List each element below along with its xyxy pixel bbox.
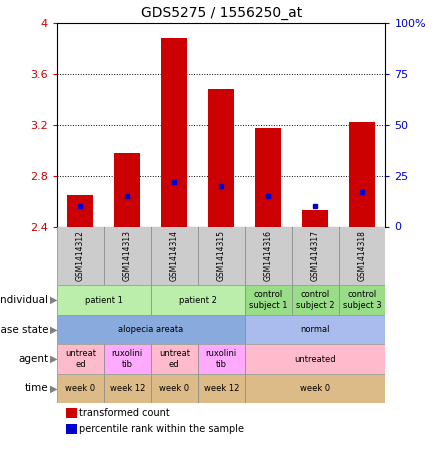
Bar — [198, 344, 245, 374]
Text: untreat
ed: untreat ed — [65, 349, 96, 369]
Text: ruxolini
tib: ruxolini tib — [112, 349, 143, 369]
Text: week 0: week 0 — [300, 384, 330, 393]
Bar — [57, 374, 104, 403]
Bar — [198, 226, 245, 285]
Text: control
subject 1: control subject 1 — [249, 290, 287, 310]
Text: GSM1414313: GSM1414313 — [123, 231, 132, 281]
Bar — [57, 226, 104, 285]
Text: alopecia areata: alopecia areata — [118, 325, 184, 334]
Text: ▶: ▶ — [50, 295, 58, 305]
Bar — [104, 344, 151, 374]
Bar — [104, 226, 151, 285]
Text: ▶: ▶ — [50, 383, 58, 394]
Bar — [208, 89, 234, 226]
Text: GSM1414318: GSM1414318 — [357, 231, 367, 281]
Text: agent: agent — [18, 354, 48, 364]
Text: GSM1414315: GSM1414315 — [217, 231, 226, 281]
Bar — [245, 226, 292, 285]
Text: ruxolini
tib: ruxolini tib — [205, 349, 237, 369]
Text: week 12: week 12 — [204, 384, 239, 393]
Text: week 12: week 12 — [110, 384, 145, 393]
Bar — [161, 38, 187, 226]
Bar — [339, 226, 385, 285]
Text: control
subject 3: control subject 3 — [343, 290, 381, 310]
Bar — [57, 315, 245, 344]
Text: week 0: week 0 — [65, 384, 95, 393]
Bar — [245, 374, 385, 403]
Bar — [104, 374, 151, 403]
Bar — [339, 285, 385, 315]
Text: patient 1: patient 1 — [85, 296, 123, 304]
Bar — [292, 285, 339, 315]
Bar — [349, 122, 375, 226]
Bar — [57, 285, 151, 315]
Bar — [114, 153, 140, 226]
Title: GDS5275 / 1556250_at: GDS5275 / 1556250_at — [141, 6, 302, 20]
Bar — [57, 344, 104, 374]
Bar — [198, 374, 245, 403]
Bar — [151, 344, 198, 374]
Text: percentile rank within the sample: percentile rank within the sample — [79, 424, 244, 434]
Text: time: time — [25, 383, 48, 394]
Text: normal: normal — [300, 325, 330, 334]
Text: control
subject 2: control subject 2 — [296, 290, 334, 310]
Text: GSM1414314: GSM1414314 — [170, 231, 179, 281]
Bar — [151, 226, 198, 285]
Bar — [67, 195, 93, 226]
Bar — [245, 315, 385, 344]
Text: patient 2: patient 2 — [179, 296, 217, 304]
Text: week 0: week 0 — [159, 384, 189, 393]
Text: GSM1414317: GSM1414317 — [311, 231, 320, 281]
Text: ▶: ▶ — [50, 354, 58, 364]
Text: disease state: disease state — [0, 324, 48, 335]
Text: transformed count: transformed count — [79, 408, 170, 418]
Text: GSM1414316: GSM1414316 — [264, 231, 272, 281]
Bar — [245, 344, 385, 374]
Text: untreated: untreated — [294, 355, 336, 363]
Text: untreat
ed: untreat ed — [159, 349, 190, 369]
Text: ▶: ▶ — [50, 324, 58, 335]
Text: GSM1414312: GSM1414312 — [76, 231, 85, 281]
Bar — [302, 210, 328, 226]
Bar — [151, 285, 245, 315]
Bar — [245, 285, 292, 315]
Bar — [151, 374, 198, 403]
Text: individual: individual — [0, 295, 48, 305]
Bar — [255, 128, 281, 226]
Bar — [292, 226, 339, 285]
